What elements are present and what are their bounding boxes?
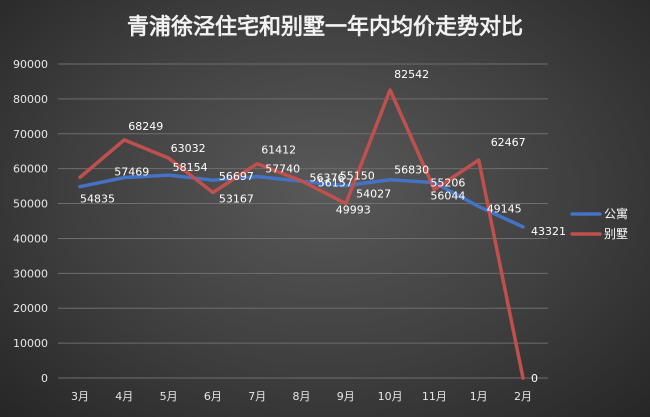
- data-label: 68249: [128, 120, 163, 133]
- chart-title: 青浦徐泾住宅和别墅一年内均价走势对比: [127, 14, 523, 40]
- data-label: 43321: [531, 225, 566, 238]
- y-tick-label: 10000: [13, 337, 48, 350]
- data-label: 58154: [173, 161, 208, 174]
- legend-label: 别墅: [604, 227, 628, 241]
- data-label: 56157: [318, 177, 353, 190]
- y-tick-label: 50000: [13, 198, 48, 211]
- data-label: 63032: [171, 142, 206, 155]
- x-axis: 3月 4月 5月 6月 7月 8月 9月 10月 11月 1月 2月: [71, 390, 532, 403]
- data-label: 62467: [491, 136, 526, 149]
- data-label: 49993: [336, 204, 371, 217]
- data-label: 57740: [265, 163, 300, 176]
- data-label: 49145: [487, 203, 522, 216]
- x-tick-label: 2月: [514, 390, 532, 403]
- series-lines: [78, 88, 525, 380]
- x-tick-label: 11月: [422, 390, 447, 403]
- x-tick-label: 1月: [470, 390, 488, 403]
- data-label: 54835: [80, 193, 115, 206]
- data-label: 54027: [356, 188, 391, 201]
- data-label: 56044: [430, 190, 465, 203]
- x-tick-label: 4月: [115, 390, 133, 403]
- data-label: 55150: [340, 170, 375, 183]
- y-axis: 0 10000 20000 30000 40000 50000 60000 70000 8000…: [13, 58, 48, 385]
- data-label: 55206: [430, 177, 465, 190]
- y-tick-label: 0: [41, 372, 48, 385]
- y-tick-label: 20000: [13, 302, 48, 315]
- data-label: 56697: [219, 170, 254, 183]
- legend-label: 公寓: [604, 206, 628, 221]
- x-tick-label: 8月: [293, 390, 311, 403]
- data-label: 53167: [219, 193, 254, 206]
- y-tick-label: 30000: [13, 267, 48, 280]
- y-tick-label: 80000: [13, 93, 48, 106]
- x-tick-label: 7月: [248, 390, 266, 403]
- x-tick-label: 6月: [204, 390, 222, 403]
- x-tick-label: 10月: [378, 390, 403, 403]
- series-line-2: [78, 88, 525, 380]
- x-tick-label: 5月: [160, 390, 178, 403]
- data-label: 56376: [310, 171, 345, 184]
- grid: [58, 63, 548, 379]
- x-tick-label: 9月: [337, 390, 355, 403]
- data-label: 0: [531, 372, 538, 385]
- y-tick-label: 60000: [13, 163, 48, 176]
- data-label: 56830: [394, 164, 429, 177]
- y-tick-label: 70000: [13, 128, 48, 141]
- y-tick-label: 40000: [13, 232, 48, 245]
- data-label: 57469: [114, 165, 149, 178]
- x-tick-label: 3月: [71, 390, 89, 403]
- y-tick-label: 90000: [13, 58, 48, 71]
- data-label: 61412: [261, 144, 296, 157]
- data-label: 82542: [394, 68, 429, 81]
